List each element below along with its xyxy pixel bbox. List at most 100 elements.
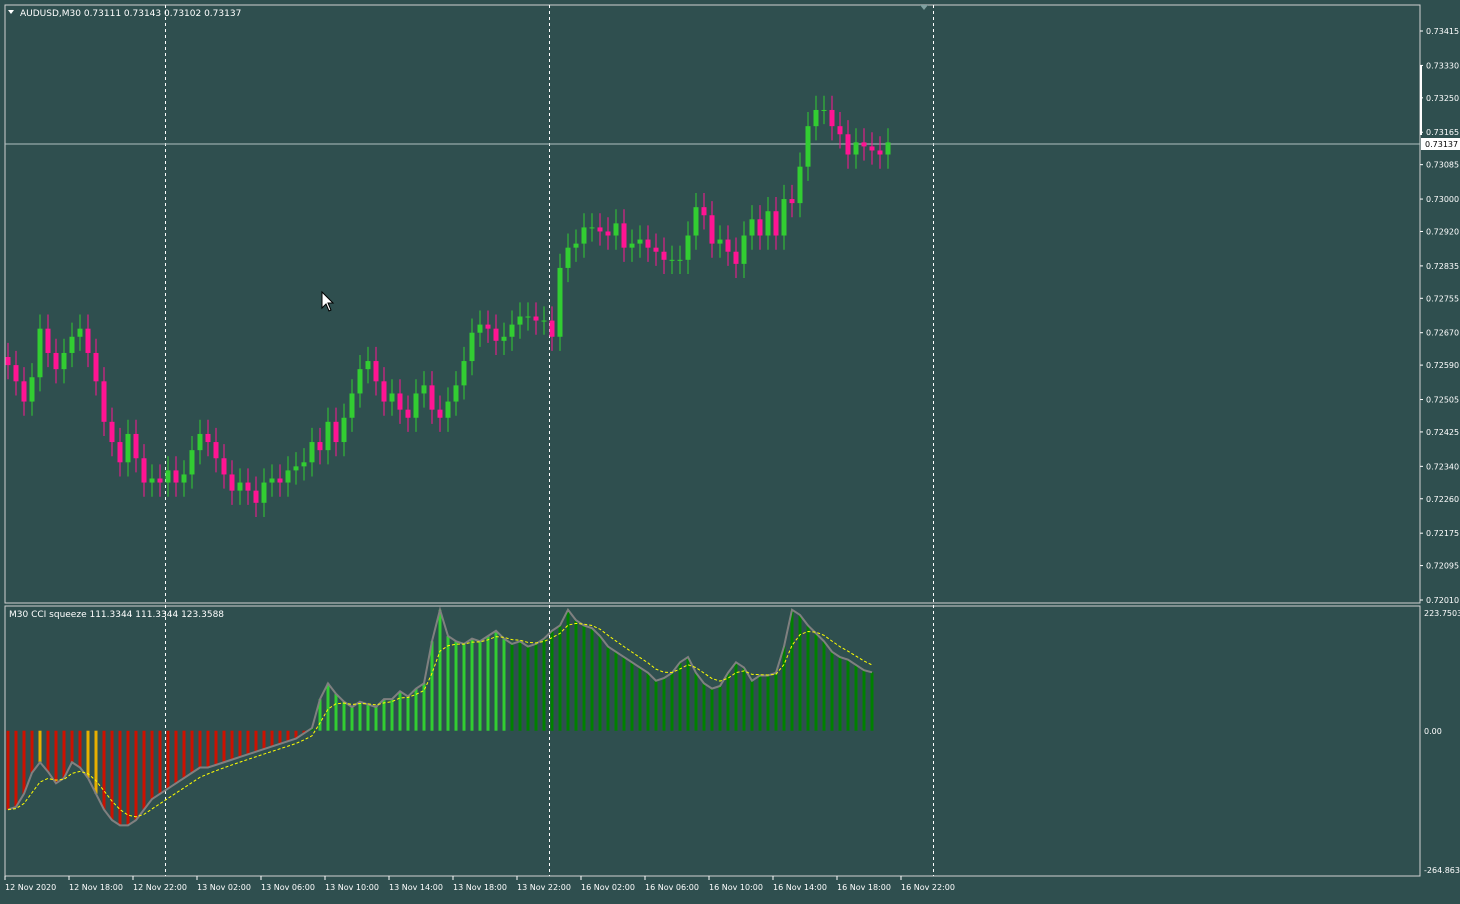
candle-body bbox=[509, 324, 515, 337]
candle-body bbox=[725, 239, 731, 252]
candle-body bbox=[13, 365, 19, 382]
candle-body bbox=[165, 470, 171, 483]
candle bbox=[205, 419, 211, 457]
candle bbox=[61, 338, 67, 384]
candle-body bbox=[765, 211, 771, 236]
candle bbox=[453, 371, 459, 416]
candle bbox=[117, 427, 123, 477]
candle bbox=[781, 184, 787, 250]
time-axis[interactable]: 12 Nov 2020 12 Nov 18:00 12 Nov 22:00 13 No… bbox=[4, 876, 955, 892]
candle bbox=[29, 363, 35, 416]
candle bbox=[133, 419, 139, 473]
candle bbox=[77, 314, 83, 351]
time-tick-label: 13 Nov 14:00 bbox=[389, 883, 443, 892]
candle-body bbox=[389, 393, 395, 402]
candle bbox=[277, 464, 283, 497]
candle-body bbox=[493, 328, 499, 341]
candle-body bbox=[517, 316, 523, 325]
candle-body bbox=[661, 251, 667, 260]
candle-body bbox=[757, 219, 763, 236]
time-tick-label: 13 Nov 02:00 bbox=[197, 883, 251, 892]
candle bbox=[797, 152, 803, 218]
candle-body bbox=[101, 381, 107, 422]
chart-shift-marker-icon[interactable] bbox=[920, 5, 928, 10]
time-tick-label: 13 Nov 18:00 bbox=[453, 883, 507, 892]
symbol-menu-triangle-icon[interactable] bbox=[8, 10, 14, 14]
candle bbox=[317, 427, 323, 465]
candle-body bbox=[141, 458, 147, 483]
price-tick-label: 0.72755 bbox=[1426, 294, 1459, 303]
candle bbox=[101, 367, 107, 436]
candle bbox=[533, 302, 539, 335]
price-tick-label: 0.72260 bbox=[1426, 495, 1459, 504]
candle bbox=[861, 128, 867, 161]
price-tick-label: 0.72095 bbox=[1426, 562, 1459, 571]
price-tick-label: 0.72175 bbox=[1426, 529, 1459, 538]
candle-body bbox=[45, 328, 51, 353]
candle-body bbox=[245, 482, 251, 491]
candle bbox=[237, 468, 243, 505]
candle-body bbox=[861, 142, 867, 147]
candle-body bbox=[557, 267, 563, 337]
candle bbox=[373, 346, 379, 396]
candle-body bbox=[749, 219, 755, 236]
candle bbox=[493, 314, 499, 355]
price-tick-label: 0.72340 bbox=[1426, 462, 1459, 471]
candle bbox=[685, 221, 691, 274]
candle bbox=[469, 318, 475, 376]
price-tick-label: 0.72425 bbox=[1426, 428, 1459, 437]
candle bbox=[789, 184, 795, 218]
time-tick-label: 16 Nov 18:00 bbox=[837, 883, 891, 892]
price-tick-label: 0.72670 bbox=[1426, 329, 1459, 338]
candle bbox=[485, 310, 491, 343]
price-tick-label: 0.72835 bbox=[1426, 262, 1459, 271]
candle bbox=[413, 379, 419, 432]
price-scale[interactable]: 0.73415 0.73330 0.73250 0.73165 0.73085 0.730… bbox=[1420, 27, 1459, 605]
candle bbox=[693, 192, 699, 250]
candle bbox=[661, 237, 667, 274]
candle bbox=[325, 407, 331, 465]
candle-body bbox=[325, 421, 331, 451]
candle-body bbox=[93, 352, 99, 382]
candle-body bbox=[37, 328, 43, 378]
candle bbox=[677, 245, 683, 274]
candle-body bbox=[477, 324, 483, 333]
mouse-cursor-icon bbox=[321, 290, 335, 312]
candle bbox=[437, 395, 443, 432]
candle-body bbox=[85, 328, 91, 353]
candle bbox=[853, 128, 859, 169]
price-tick-label: 0.73085 bbox=[1426, 161, 1459, 170]
candle bbox=[381, 367, 387, 416]
candle bbox=[157, 464, 163, 497]
candle bbox=[293, 452, 299, 485]
time-tick-label: 16 Nov 02:00 bbox=[581, 883, 635, 892]
candle-body bbox=[805, 126, 811, 167]
indicator-scale-bottom: -264.863 bbox=[1424, 866, 1460, 875]
candle-body bbox=[181, 474, 187, 483]
candle bbox=[421, 371, 427, 408]
candle bbox=[13, 350, 19, 396]
candle-body bbox=[53, 352, 59, 370]
candle-body bbox=[773, 211, 779, 236]
candle bbox=[245, 468, 251, 505]
candle-body bbox=[397, 393, 403, 410]
candle bbox=[197, 419, 203, 465]
candle-body bbox=[533, 316, 539, 321]
candle-body bbox=[381, 381, 387, 402]
candle bbox=[597, 213, 603, 246]
candlestick-series bbox=[5, 95, 891, 517]
candle bbox=[389, 379, 395, 416]
candle-body bbox=[525, 316, 531, 318]
price-tick-label: 0.72505 bbox=[1426, 396, 1459, 405]
time-tick-label: 12 Nov 22:00 bbox=[133, 883, 187, 892]
candle-body bbox=[645, 239, 651, 248]
candle-body bbox=[573, 243, 579, 248]
candle-body bbox=[117, 442, 123, 463]
candle bbox=[565, 233, 571, 283]
candle-body bbox=[157, 478, 163, 483]
candle-body bbox=[869, 146, 875, 151]
candle-body bbox=[717, 239, 723, 244]
